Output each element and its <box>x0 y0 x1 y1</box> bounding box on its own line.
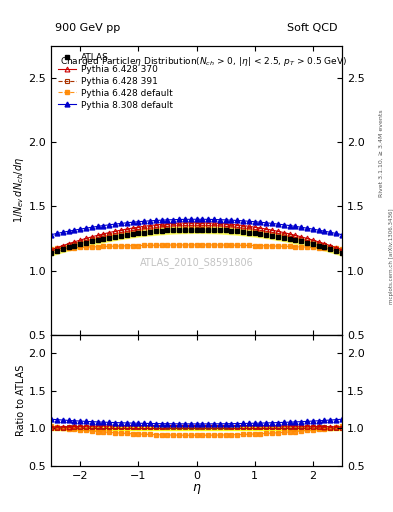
Pythia 8.308 default <box>142 218 147 224</box>
Y-axis label: $1/N_{ev}\,dN_{ch}/d\eta$: $1/N_{ev}\,dN_{ch}/d\eta$ <box>12 157 26 223</box>
Pythia 6.428 391 <box>340 248 344 254</box>
ATLAS <box>194 226 199 232</box>
ATLAS <box>49 249 53 255</box>
Pythia 6.428 370 <box>142 223 147 229</box>
Pythia 6.428 default <box>246 242 251 248</box>
Pythia 6.428 370 <box>246 223 251 229</box>
Pythia 6.428 default <box>264 243 269 249</box>
Pythia 8.308 default <box>113 221 118 227</box>
Text: 900 GeV pp: 900 GeV pp <box>55 23 120 33</box>
Pythia 6.428 370 <box>264 226 269 232</box>
Pythia 6.428 391 <box>142 226 147 232</box>
Pythia 6.428 default <box>142 242 147 248</box>
Pythia 6.428 391 <box>113 230 118 237</box>
ATLAS <box>340 249 344 255</box>
Pythia 6.428 default <box>340 246 344 252</box>
Legend: ATLAS, Pythia 6.428 370, Pythia 6.428 391, Pythia 6.428 default, Pythia 8.308 de: ATLAS, Pythia 6.428 370, Pythia 6.428 39… <box>55 51 176 113</box>
Pythia 6.428 391 <box>264 228 269 234</box>
Pythia 6.428 370 <box>49 247 53 253</box>
Pythia 6.428 391 <box>49 248 53 254</box>
Pythia 8.308 default <box>194 216 199 222</box>
ATLAS <box>136 230 141 237</box>
X-axis label: $\eta$: $\eta$ <box>192 482 201 496</box>
ATLAS <box>142 229 147 236</box>
Text: Soft QCD: Soft QCD <box>288 23 338 33</box>
Text: mcplots.cern.ch [arXiv:1306.3436]: mcplots.cern.ch [arXiv:1306.3436] <box>389 208 393 304</box>
Pythia 6.428 default <box>113 243 118 249</box>
Pythia 6.428 370 <box>136 224 141 230</box>
Pythia 6.428 default <box>136 243 141 249</box>
Text: ATLAS_2010_S8591806: ATLAS_2010_S8591806 <box>140 257 253 268</box>
Pythia 8.308 default <box>334 230 338 237</box>
Line: Pythia 6.428 370: Pythia 6.428 370 <box>49 220 344 252</box>
Line: Pythia 6.428 default: Pythia 6.428 default <box>49 243 344 251</box>
Pythia 6.428 391 <box>246 226 251 232</box>
Pythia 6.428 391 <box>136 226 141 232</box>
Pythia 6.428 370 <box>194 220 199 226</box>
ATLAS <box>246 229 251 236</box>
Pythia 8.308 default <box>264 220 269 226</box>
Line: ATLAS: ATLAS <box>49 227 344 254</box>
Pythia 8.308 default <box>136 219 141 225</box>
Pythia 6.428 370 <box>113 228 118 234</box>
Text: Charged Particle$\eta$ Distribution($N_{ch}$ > 0, |$\eta$| < 2.5, $p_T$ > 0.5 Ge: Charged Particle$\eta$ Distribution($N_{… <box>60 55 347 68</box>
Pythia 6.428 391 <box>334 246 338 252</box>
Line: Pythia 6.428 391: Pythia 6.428 391 <box>49 223 344 253</box>
ATLAS <box>264 232 269 238</box>
Line: Pythia 8.308 default: Pythia 8.308 default <box>49 217 344 237</box>
Pythia 8.308 default <box>49 231 53 238</box>
Pythia 6.428 391 <box>194 222 199 228</box>
Pythia 6.428 370 <box>340 247 344 253</box>
Pythia 6.428 default <box>49 246 53 252</box>
Pythia 6.428 default <box>334 245 338 251</box>
Pythia 8.308 default <box>246 218 251 224</box>
ATLAS <box>113 233 118 240</box>
Pythia 6.428 370 <box>334 245 338 251</box>
Text: Rivet 3.1.10, ≥ 3.4M events: Rivet 3.1.10, ≥ 3.4M events <box>379 110 384 198</box>
Pythia 8.308 default <box>340 231 344 238</box>
Pythia 6.428 default <box>194 242 199 248</box>
Y-axis label: Ratio to ATLAS: Ratio to ATLAS <box>16 365 26 436</box>
ATLAS <box>334 248 338 254</box>
